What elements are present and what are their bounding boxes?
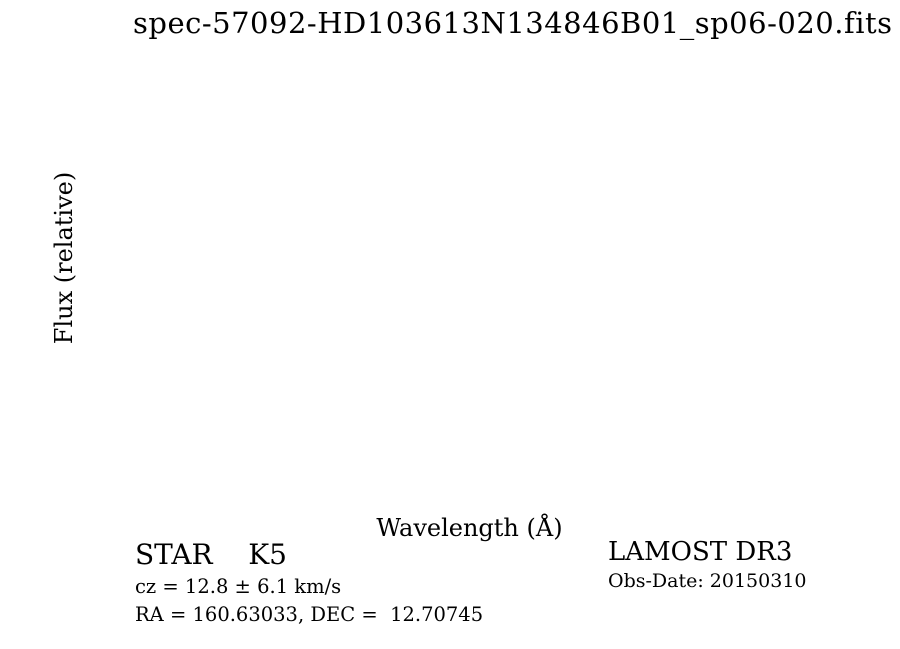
- plot-title: spec-57092-HD103613N134846B01_sp06-020.f…: [133, 6, 893, 40]
- x-axis-label: Wavelength (Å): [376, 513, 562, 542]
- classification-text: STAR K5: [135, 538, 287, 571]
- survey-release-text: LAMOST DR3: [608, 537, 793, 567]
- y-axis-label: Flux (relative): [50, 172, 78, 344]
- obs-date-text: Obs-Date: 20150310: [608, 570, 807, 592]
- cz-velocity-text: cz = 12.8 ± 6.1 km/s: [135, 575, 342, 598]
- ra-dec-text: RA = 160.63033, DEC = 12.70745: [135, 603, 484, 626]
